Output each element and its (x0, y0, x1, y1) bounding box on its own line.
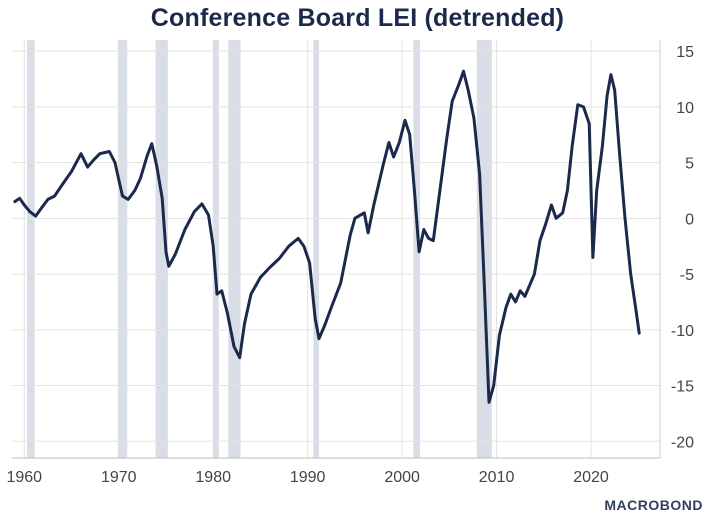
x-tick-label: 2000 (384, 469, 420, 486)
series-lines (13, 69, 641, 404)
y-tick-label: 15 (676, 44, 694, 61)
x-tick-label: 1990 (290, 469, 326, 486)
y-tick-label: 0 (685, 211, 694, 228)
macrobond-logo: MACROBOND (604, 497, 703, 513)
recession-band-3 (213, 40, 219, 458)
recession-band-0 (27, 40, 35, 458)
x-tick-label: 1970 (101, 469, 137, 486)
recession-band-6 (413, 40, 421, 458)
axes (12, 40, 661, 459)
x-tick-label: 1960 (6, 469, 42, 486)
recession-bands (27, 40, 492, 458)
tick-labels: 15 10 5 0 -5 -10 -15 -20 1960 1970 1980 1990 2000 201… (6, 44, 694, 486)
recession-band-5 (313, 40, 319, 458)
y-tick-label: 10 (676, 100, 694, 117)
x-tick-label: 2010 (479, 469, 515, 486)
y-tick-label: -5 (680, 267, 694, 284)
y-tick-label: 5 (685, 156, 694, 173)
series-line-0 (13, 69, 641, 404)
chart-title: Conference Board LEI (detrended) (150, 4, 565, 32)
y-tick-label: -10 (671, 323, 694, 340)
x-tick-label: 1980 (195, 469, 231, 486)
y-tick-label: -15 (671, 379, 694, 396)
recession-band-2 (155, 40, 168, 458)
x-tick-label: 2020 (573, 469, 609, 486)
y-tick-label: -20 (671, 434, 694, 451)
recession-band-1 (117, 40, 128, 458)
grid-lines (12, 40, 660, 458)
recession-band-4 (228, 40, 241, 458)
